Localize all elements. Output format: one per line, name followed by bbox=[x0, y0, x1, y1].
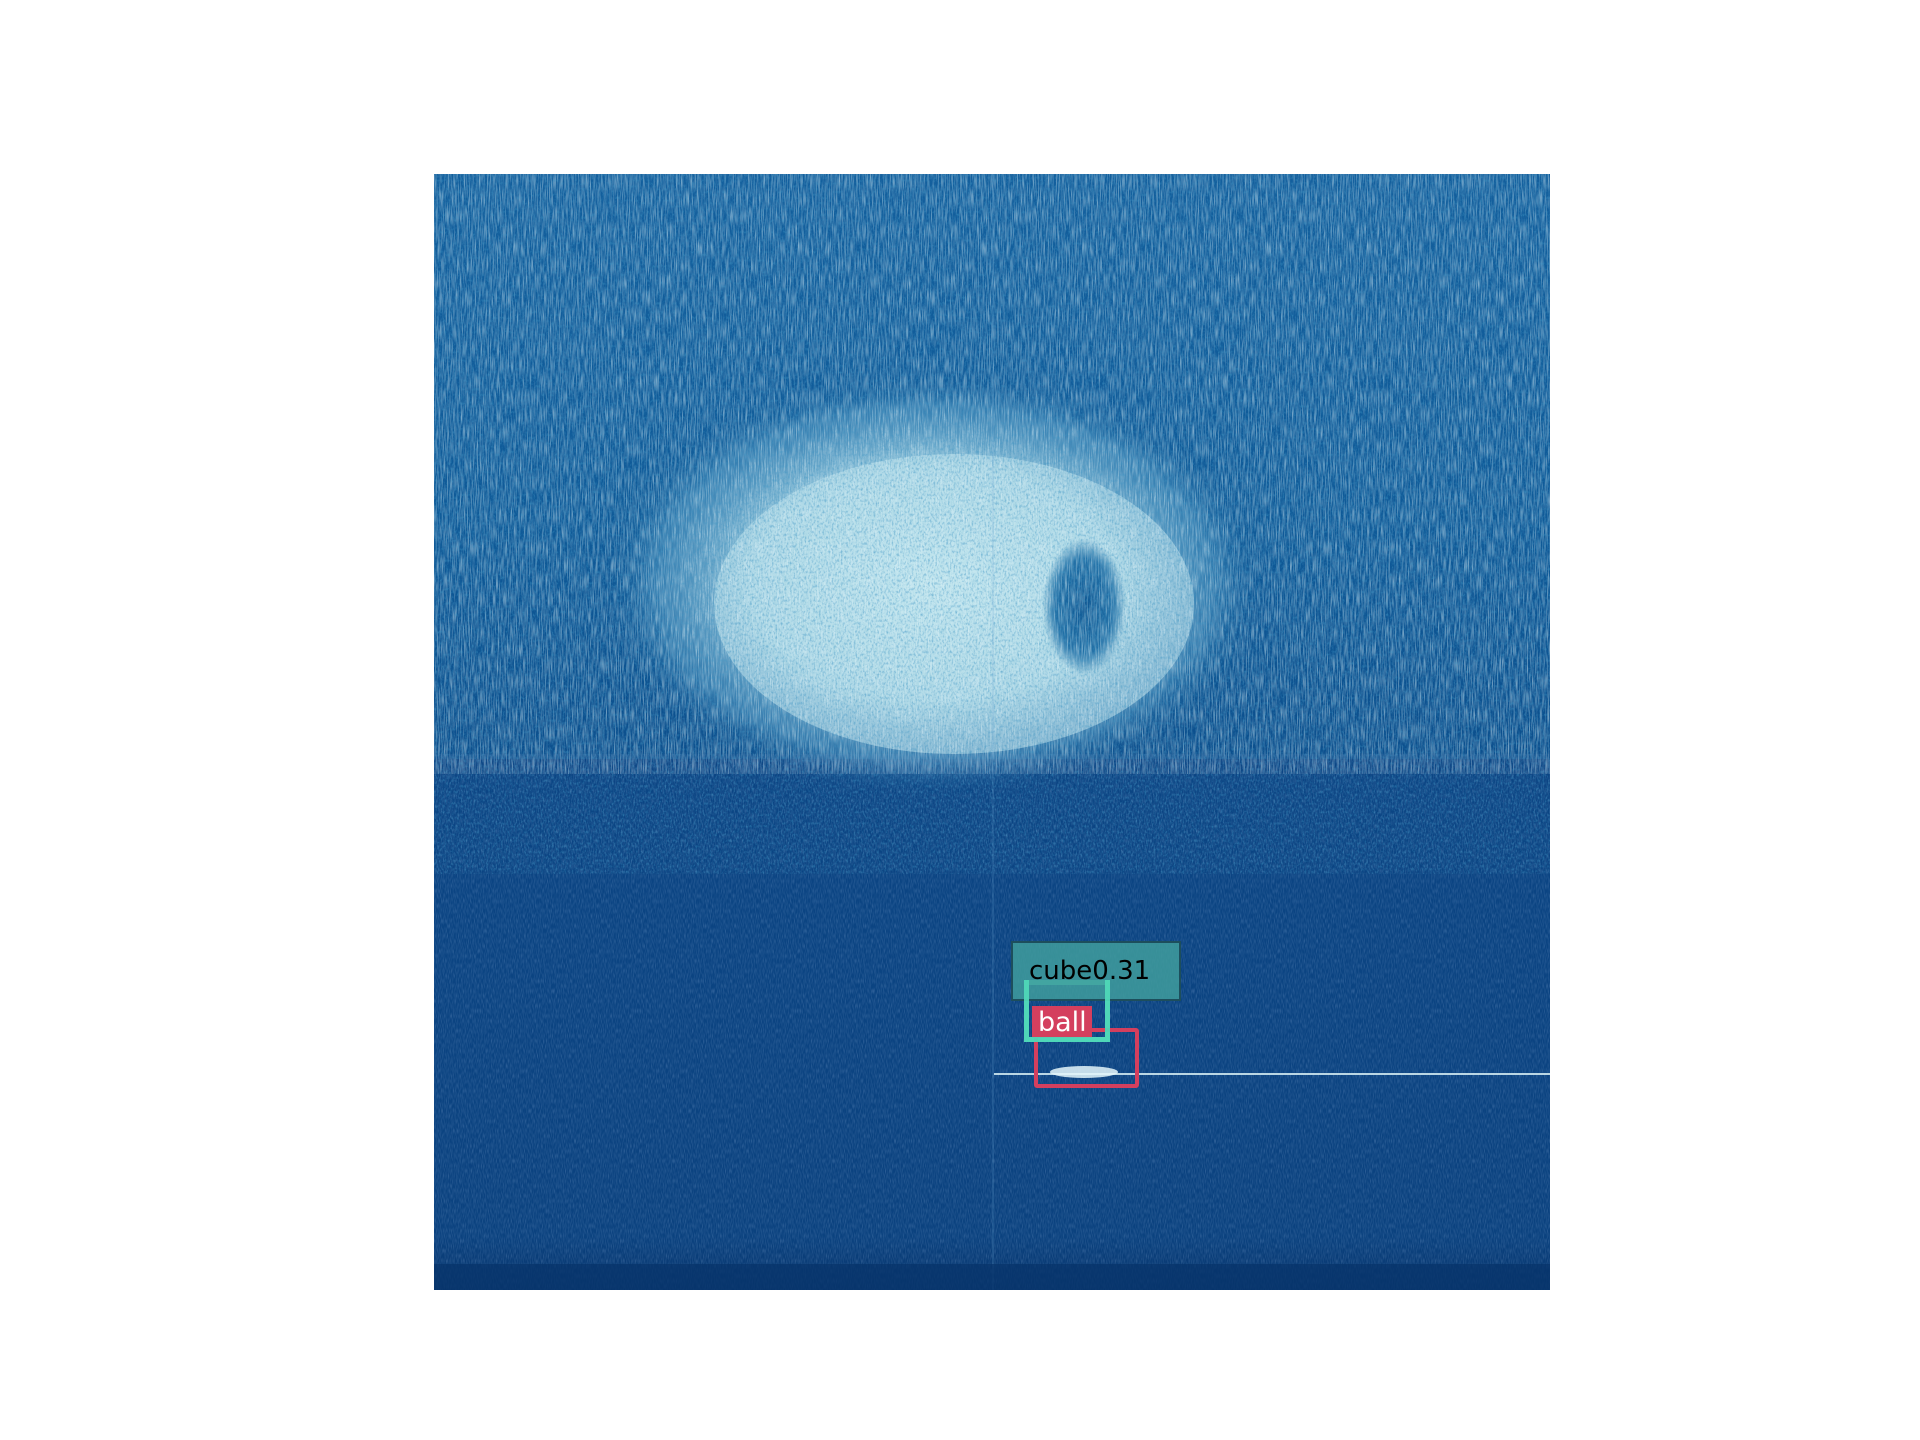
cube-label-text: cube0.31 bbox=[1029, 956, 1151, 986]
sonar-scene bbox=[434, 174, 1550, 1290]
sonar-image: cube0.31 ball bbox=[434, 174, 1550, 1290]
ball-label-text: ball bbox=[1038, 1007, 1087, 1038]
cube-detection-label: cube0.31 bbox=[1011, 941, 1181, 1001]
return-line bbox=[994, 1073, 1550, 1075]
ball-detection-label: ball bbox=[1032, 1006, 1092, 1038]
ball-echo bbox=[1050, 1066, 1118, 1078]
cube-detection-box-edge bbox=[1024, 980, 1110, 1042]
